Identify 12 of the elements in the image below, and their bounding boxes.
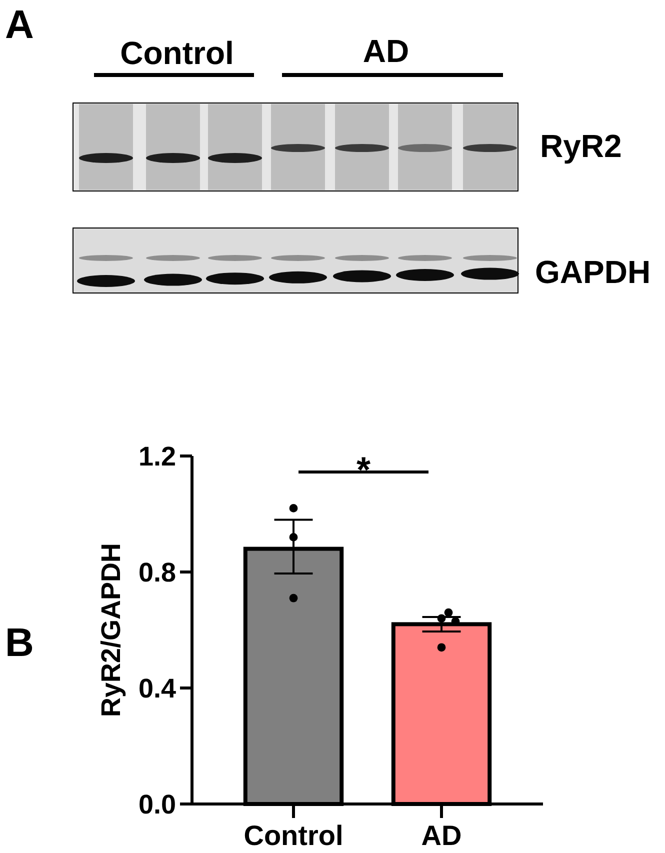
y-tick-label: 0.8 — [138, 557, 176, 588]
y-tick-label: 0.0 — [138, 789, 176, 820]
text: Control — [120, 35, 234, 71]
y-tick-label: 0.4 — [138, 673, 176, 704]
text: GAPDH — [535, 254, 651, 290]
y-tick-label: 1.2 — [138, 441, 176, 472]
text: A — [5, 3, 34, 47]
y-axis-title: RyR2/GAPDH — [96, 542, 126, 718]
text: AD — [362, 33, 410, 69]
text: RyR2 — [540, 128, 622, 164]
annotation: * — [356, 449, 371, 490]
text: B — [5, 621, 34, 665]
